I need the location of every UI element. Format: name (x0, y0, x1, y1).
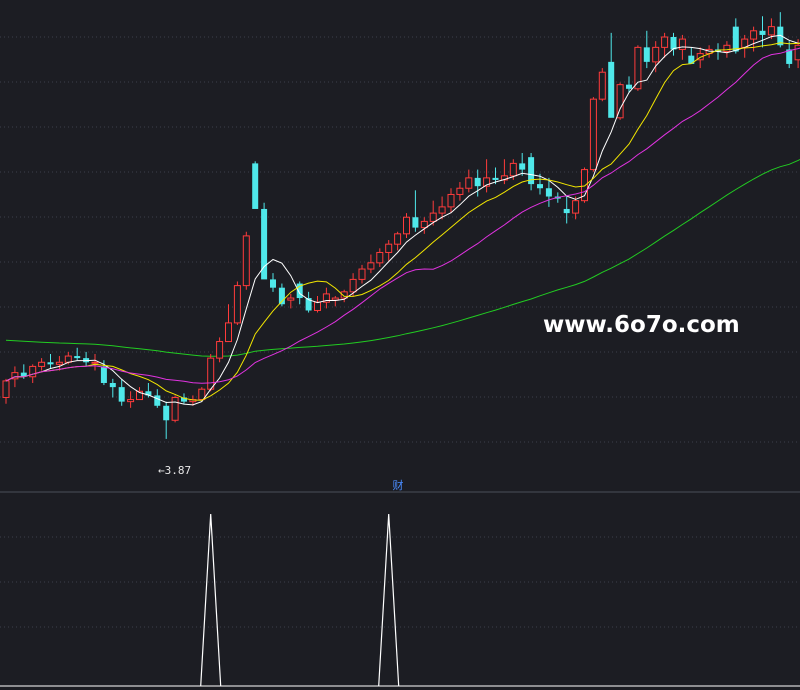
candle-body-up (652, 46, 660, 63)
candle-body-down (163, 405, 170, 421)
candle-body-up (29, 365, 37, 378)
candle-body-down (537, 184, 543, 189)
candle-body-up (420, 220, 428, 229)
candle-body-up (136, 390, 143, 401)
candle-body-down (261, 208, 268, 280)
candles (2, 12, 800, 439)
candle-body-up (358, 268, 366, 280)
candle-body-up (322, 293, 330, 303)
candle-body-up (349, 278, 357, 293)
candle-body-up (233, 285, 241, 324)
signal-line (0, 513, 800, 687)
candle-body-down (100, 366, 107, 383)
candle-body-down (688, 55, 695, 64)
ma60-series (5, 158, 800, 357)
candle-body-up (216, 341, 224, 359)
ma5-series (5, 34, 800, 406)
candle-body-up (207, 357, 215, 390)
candle-body-up (634, 46, 642, 90)
candle-body-up (696, 53, 704, 61)
candle-body-down (563, 208, 570, 214)
low-price-annotation: ←3.87 (158, 464, 191, 477)
price-grid (0, 36, 800, 443)
candle-body-up (127, 399, 135, 403)
candle-body-up (616, 84, 624, 119)
candle-body-down (528, 157, 535, 185)
candle-body-down (47, 362, 54, 365)
candle-body-down (74, 356, 81, 359)
candle-body-up (661, 36, 669, 48)
candle-body-up (171, 396, 179, 421)
candle-body-up (767, 26, 775, 36)
candle-body-up (340, 291, 348, 299)
candle-body-down (759, 30, 766, 35)
candle-body-up (456, 187, 464, 195)
candle-body-down (786, 49, 793, 64)
candle-body-up (572, 200, 580, 214)
indicator-grid (0, 536, 800, 628)
candle-body-up (394, 233, 402, 245)
candle-body-down (118, 387, 125, 402)
candle-body-down (412, 217, 419, 228)
candle-body-up (465, 177, 473, 189)
watermark: www.6o7o.com (543, 312, 740, 338)
candle-body-down (270, 279, 276, 288)
candle-body-down (732, 26, 739, 52)
candle-body-up (678, 38, 686, 50)
candle-body-up (11, 372, 19, 380)
candle-body-up (367, 262, 375, 270)
candle-body-down (20, 372, 27, 377)
candle-body-down (545, 188, 552, 197)
candle-body-up (287, 297, 295, 301)
candle-body-up (385, 243, 393, 253)
candle-body-up (55, 361, 63, 365)
candle-body-down (252, 163, 259, 209)
candle-body-down (492, 177, 499, 180)
candle-body-down (305, 298, 312, 311)
candle-body-down (278, 287, 285, 305)
candle-body-up (242, 235, 250, 287)
candle-body-up (403, 216, 410, 235)
candle-body-down (519, 163, 526, 170)
candle-body-up (429, 212, 437, 222)
candle-body-up (64, 355, 72, 363)
candle-body-up (509, 162, 517, 177)
candle-body-up (91, 361, 99, 364)
moving-average-lines (5, 34, 800, 406)
candle-body-down (643, 47, 650, 62)
candle-body-up (723, 44, 731, 53)
ma60-line (5, 158, 800, 357)
candle-body-up (794, 44, 800, 61)
candle-body-up (581, 169, 588, 202)
candle-body-up (438, 206, 446, 214)
candle-body-up (447, 193, 455, 208)
candle-body-down (181, 397, 187, 402)
indicator-label: 财 (393, 478, 404, 492)
candle-body-up (2, 380, 10, 398)
candle-body-down (145, 391, 152, 396)
candle-body-up (750, 30, 758, 40)
candle-body-down (296, 283, 303, 299)
candle-body-down (670, 37, 677, 50)
candle-body-down (474, 177, 481, 187)
candle-body-up (314, 301, 321, 311)
candle-body-down (109, 382, 116, 388)
candle-body-up (598, 71, 606, 100)
candle-body-down (608, 61, 615, 118)
candle-body-up (483, 177, 491, 187)
candle-body-down (154, 395, 161, 406)
candle-body-up (589, 98, 597, 171)
candle-body-down (777, 26, 784, 46)
ma20-series (5, 47, 800, 384)
signal-spike (200, 513, 222, 687)
signal-spike (378, 513, 400, 687)
candle-body-up (38, 361, 46, 367)
candle-body-up (198, 388, 206, 401)
candle-body-up (376, 251, 384, 264)
candle-body-up (225, 322, 232, 343)
ma10-series (5, 42, 800, 401)
candle-body-down (626, 84, 632, 89)
